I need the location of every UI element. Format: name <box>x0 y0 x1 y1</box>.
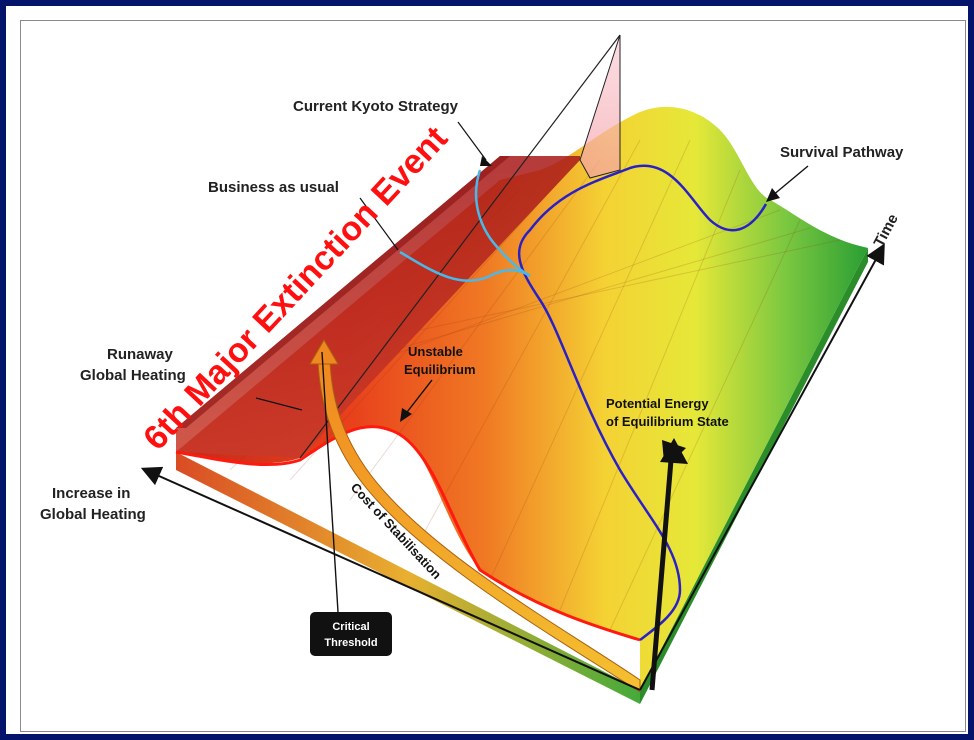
label-runaway-1: Runaway <box>107 346 174 363</box>
potential-energy-axis <box>649 447 675 691</box>
survival-pathway-curve <box>517 164 768 591</box>
label-time: Time <box>871 211 902 250</box>
label-potential-1: Potential Energy <box>606 396 709 411</box>
label-unstable-2: Equilibrium <box>404 362 476 377</box>
threshold-curve-red <box>175 425 641 642</box>
time-axis <box>639 243 885 691</box>
wall-edge-line <box>299 34 621 459</box>
label-business-as-usual: Business as usual <box>208 179 339 196</box>
survival-pointer-head <box>766 188 780 202</box>
label-potential-2: of Equilibrium State <box>606 414 729 429</box>
slab-front-face <box>176 452 640 704</box>
potential-energy-arrowhead-tip <box>660 438 688 464</box>
kyoto-pointer <box>457 121 487 161</box>
business-as-usual-curve <box>399 250 531 282</box>
critical-threshold-box <box>310 612 392 656</box>
unstable-pointer <box>403 379 433 417</box>
kyoto-curve <box>474 169 531 278</box>
label-current-kyoto: Current Kyoto Strategy <box>293 98 459 115</box>
survival-pathway-base <box>639 589 682 641</box>
slab-right-face <box>640 248 868 704</box>
survival-pointer <box>771 165 809 197</box>
label-increase-1: Increase in <box>52 485 130 502</box>
label-critical-2: Threshold <box>324 637 377 649</box>
runaway-pointer <box>255 397 303 411</box>
label-runaway-2: Global Heating <box>80 367 186 384</box>
runaway-wall <box>176 156 580 458</box>
kyoto-pointer-head <box>480 156 492 166</box>
label-critical-1: Critical <box>332 621 369 633</box>
label-unstable-1: Unstable <box>408 344 463 359</box>
unstable-pointer-head <box>400 408 412 422</box>
landscape-surface <box>176 106 868 690</box>
business-pointer <box>359 197 399 251</box>
label-increase-2: Global Heating <box>40 506 146 523</box>
runaway-wall-top <box>176 156 510 428</box>
cost-arrow-head <box>309 339 339 365</box>
label-survival-pathway: Survival Pathway <box>780 144 904 161</box>
critical-threshold-line <box>321 351 339 613</box>
heating-axis <box>140 466 641 691</box>
back-panel <box>579 34 621 179</box>
